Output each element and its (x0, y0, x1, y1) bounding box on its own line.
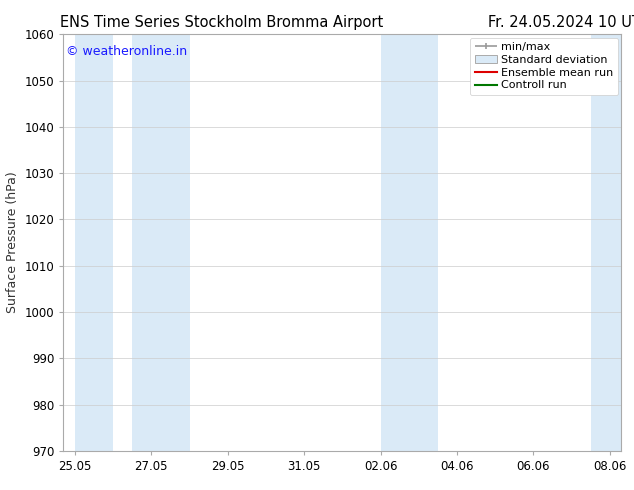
Text: ENS Time Series Stockholm Bromma Airport: ENS Time Series Stockholm Bromma Airport (60, 15, 384, 30)
Bar (380, 34, 438, 451)
Text: Fr. 24.05.2024 10 UTC: Fr. 24.05.2024 10 UTC (488, 15, 634, 30)
Bar (75, 34, 113, 451)
Bar (591, 34, 621, 451)
Text: © weatheronline.in: © weatheronline.in (66, 45, 187, 58)
Legend: min/max, Standard deviation, Ensemble mean run, Controll run: min/max, Standard deviation, Ensemble me… (470, 38, 618, 95)
Y-axis label: Surface Pressure (hPa): Surface Pressure (hPa) (6, 172, 19, 314)
Bar (132, 34, 190, 451)
